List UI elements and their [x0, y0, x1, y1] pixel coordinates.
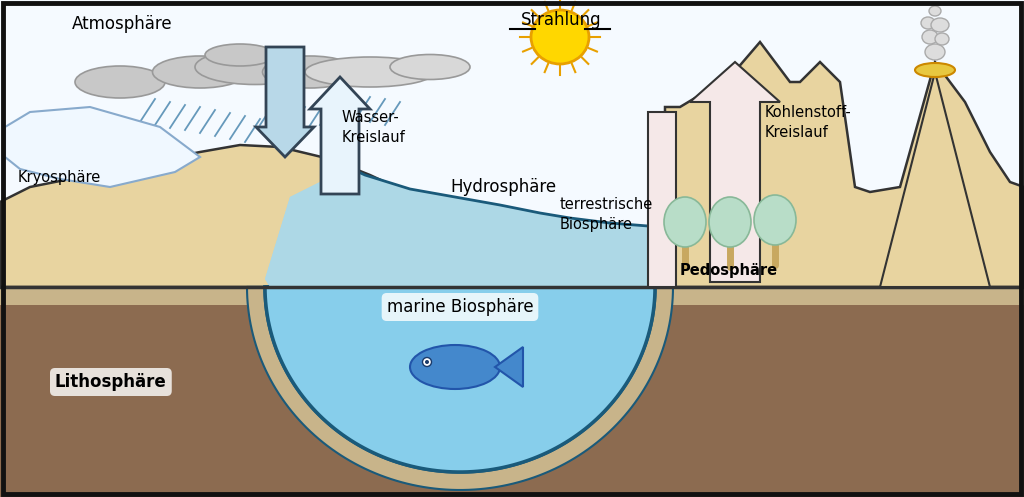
Polygon shape — [265, 159, 665, 287]
Ellipse shape — [423, 357, 431, 366]
Polygon shape — [256, 47, 314, 157]
Ellipse shape — [921, 17, 935, 29]
Ellipse shape — [664, 197, 706, 247]
Ellipse shape — [262, 56, 357, 88]
Polygon shape — [5, 107, 200, 187]
Text: Pedosphäre: Pedosphäre — [680, 263, 778, 278]
Ellipse shape — [754, 195, 796, 245]
Ellipse shape — [922, 30, 938, 44]
Polygon shape — [247, 287, 673, 490]
Ellipse shape — [915, 63, 955, 77]
Ellipse shape — [305, 57, 435, 87]
Ellipse shape — [205, 44, 275, 66]
Polygon shape — [265, 287, 655, 472]
Text: Atmosphäre: Atmosphäre — [72, 15, 173, 33]
Polygon shape — [265, 159, 665, 287]
Text: Strahlung: Strahlung — [520, 11, 601, 29]
Polygon shape — [0, 287, 1024, 305]
Ellipse shape — [931, 18, 949, 32]
Bar — [0, 0, 1024, 287]
Ellipse shape — [195, 50, 315, 84]
Polygon shape — [540, 42, 1024, 287]
Ellipse shape — [390, 55, 470, 80]
Ellipse shape — [75, 66, 165, 98]
Polygon shape — [0, 145, 560, 287]
Bar — [648, 112, 676, 287]
Ellipse shape — [935, 33, 949, 45]
Text: terrestrische
Biosphäre: terrestrische Biosphäre — [560, 197, 653, 232]
Ellipse shape — [709, 197, 751, 247]
Text: Wasser-
Kreislauf: Wasser- Kreislauf — [342, 110, 406, 145]
Ellipse shape — [153, 56, 248, 88]
Polygon shape — [690, 62, 780, 282]
Ellipse shape — [531, 10, 589, 64]
Ellipse shape — [929, 6, 941, 16]
Ellipse shape — [425, 360, 429, 364]
Text: Lithosphäre: Lithosphäre — [55, 373, 167, 391]
Polygon shape — [495, 347, 523, 387]
Ellipse shape — [410, 345, 500, 389]
Text: marine Biosphäre: marine Biosphäre — [387, 298, 534, 316]
Text: Hydrosphäre: Hydrosphäre — [450, 178, 556, 196]
Bar — [0, 287, 1024, 497]
Text: Kryosphäre: Kryosphäre — [18, 170, 101, 185]
Text: Kohlenstoff-
Kreislauf: Kohlenstoff- Kreislauf — [765, 105, 852, 140]
Polygon shape — [880, 72, 990, 287]
Ellipse shape — [925, 44, 945, 60]
Polygon shape — [265, 287, 655, 472]
Polygon shape — [310, 77, 370, 194]
